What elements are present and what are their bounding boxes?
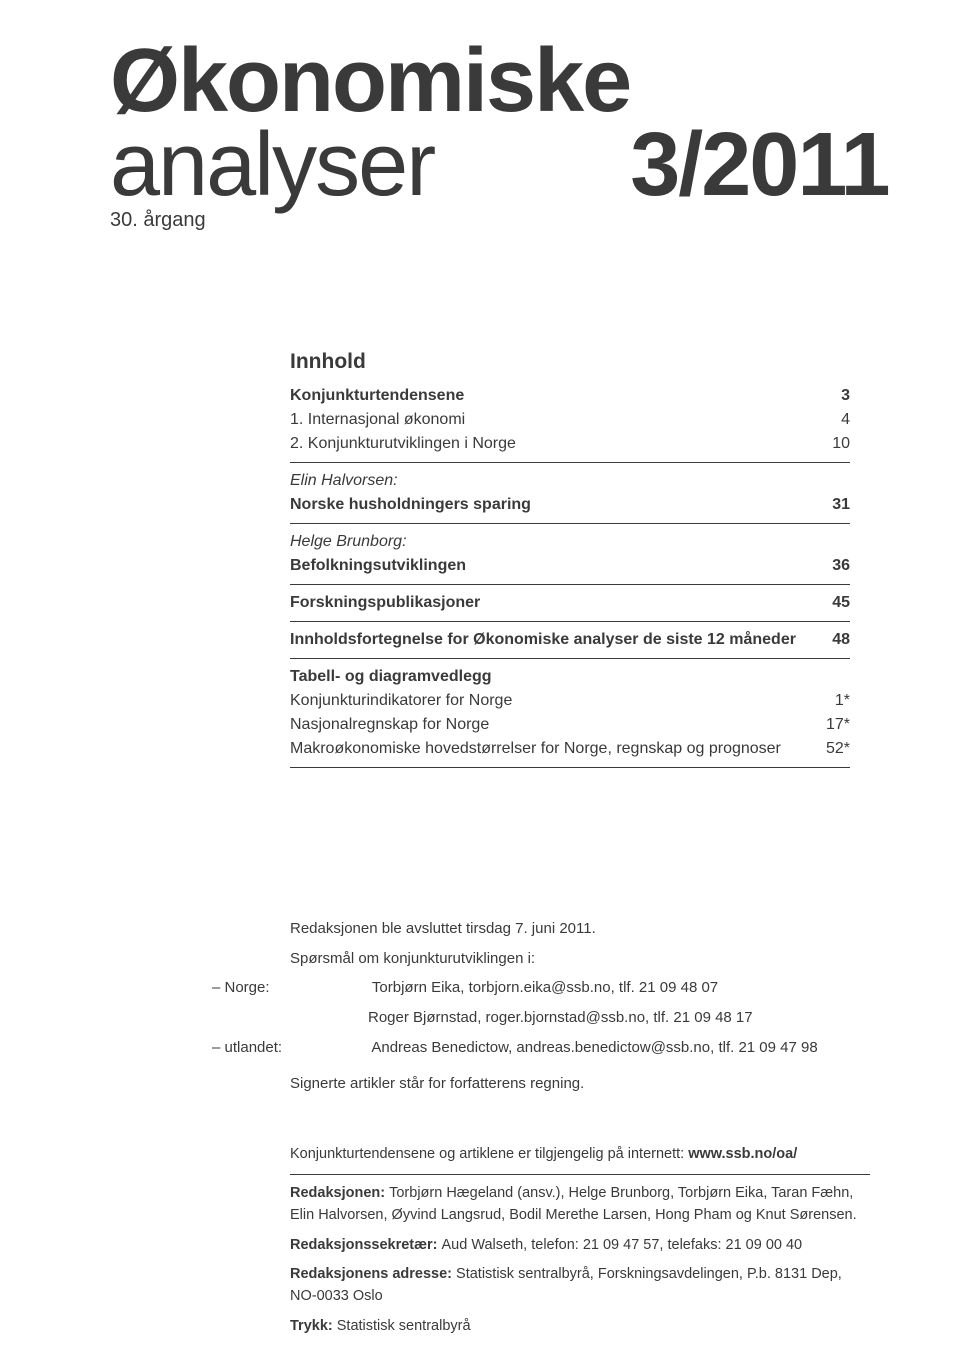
publication-title-sub: analyser (110, 124, 630, 208)
questions-heading: Spørsmål om konjunkturutviklingen i: (290, 948, 870, 970)
toc-entry-page: 10 (832, 435, 850, 453)
publication-title-main: Økonomiske (110, 40, 630, 124)
toc-entry-page: 36 (832, 557, 850, 575)
toc-rule (290, 584, 850, 585)
toc-entry-label: Befolkningsutviklingen (290, 557, 466, 575)
toc-rule (290, 462, 850, 463)
toc-entry-page: 1* (835, 692, 850, 710)
editorial-info: Redaksjonen ble avsluttet tirsdag 7. jun… (290, 918, 870, 1095)
adresse: Redaksjonens adresse: Statistisk sentral… (290, 1264, 870, 1308)
toc-rows-container: Konjunkturtendensene 3 1. Internasjonal øk… (290, 384, 850, 768)
sekretaer-text: Aud Walseth, telefon: 21 09 47 57, telef… (442, 1237, 803, 1253)
toc-entry-label: Nasjonalregnskap for Norge (290, 716, 489, 734)
abroad-contact: Andreas Benedictow, andreas.benedictow@s… (371, 1039, 817, 1056)
toc-row: Elin Halvorsen: (290, 469, 850, 493)
masthead-title-block: Økonomiske analyser 30. årgang (110, 40, 630, 230)
editorial-closed: Redaksjonen ble avsluttet tirsdag 7. jun… (290, 918, 870, 940)
contact-lines: – Norge: Torbjørn Eika, torbjorn.eika@ss… (290, 977, 870, 1058)
contact-norway-1: – Norge: Torbjørn Eika, torbjorn.eika@ss… (290, 977, 870, 999)
toc-entry-label: Konjunkturtendensene (290, 387, 464, 405)
trykk-label: Trykk: (290, 1318, 337, 1334)
norway-contact-1: Torbjørn Eika, torbjorn.eika@ssb.no, tlf… (372, 979, 718, 996)
toc-entry-page: 45 (832, 594, 850, 612)
trykk-text: Statistisk sentralbyrå (337, 1318, 471, 1334)
redaksjonen-label: Redaksjonen: (290, 1185, 389, 1201)
trykk: Trykk: Statistisk sentralbyrå (290, 1316, 870, 1338)
norway-label: – Norge: (290, 977, 368, 999)
footer-rule (290, 1174, 870, 1175)
toc-entry-label: 1. Internasjonal økonomi (290, 411, 465, 429)
toc-rule (290, 523, 850, 524)
toc-row: Innholdsfortegnelse for Økonomiske analy… (290, 628, 850, 652)
toc-entry-label: Forskningspublikasjoner (290, 594, 480, 612)
toc-row: Helge Brunborg: (290, 530, 850, 554)
contact-norway-2: Roger Bjørnstad, roger.bjornstad@ssb.no,… (290, 1007, 870, 1029)
toc-rule (290, 621, 850, 622)
toc-rule (290, 767, 850, 768)
toc-entry-page: 17* (826, 716, 850, 734)
toc-entry-page: 4 (841, 411, 850, 429)
toc-row: Tabell- og diagramvedlegg (290, 665, 850, 689)
toc-entry-page: 31 (832, 496, 850, 514)
sekretaer-label: Redaksjonssekretær: (290, 1237, 442, 1253)
toc-entry-page: 52* (826, 740, 850, 758)
sekretaer: Redaksjonssekretær: Aud Walseth, telefon… (290, 1235, 870, 1257)
toc-row: Norske husholdningers sparing 31 (290, 493, 850, 517)
toc-entry-page: 48 (832, 631, 850, 649)
disclaimer: Signerte artikler står for forfatterens … (290, 1073, 870, 1095)
online-info: Konjunkturtendensene og artiklene er til… (290, 1144, 870, 1166)
masthead: Økonomiske analyser 30. årgang 3/2011 (110, 40, 870, 230)
toc-row: 2. Konjunkturutviklingen i Norge 10 (290, 432, 850, 456)
toc-row: Forskningspublikasjoner 45 (290, 591, 850, 615)
redaksjonen: Redaksjonen: Torbjørn Hægeland (ansv.), … (290, 1183, 870, 1227)
abroad-label: – utlandet: (290, 1037, 368, 1059)
footer-block: Konjunkturtendensene og artiklene er til… (290, 1144, 870, 1337)
adresse-label: Redaksjonens adresse: (290, 1266, 456, 1282)
toc-entry-label: Makroøkonomiske hovedstørrelser for Norg… (290, 740, 781, 758)
volume-label: 30. årgang (110, 211, 630, 230)
toc-entry-page: 3 (841, 387, 850, 405)
toc-entry-label: Konjunkturindikatorer for Norge (290, 692, 512, 710)
toc-rule (290, 658, 850, 659)
toc-row: Befolkningsutviklingen 36 (290, 554, 850, 578)
toc-row: Nasjonalregnskap for Norge 17* (290, 713, 850, 737)
toc-heading: Innhold (290, 350, 850, 374)
contact-abroad: – utlandet: Andreas Benedictow, andreas.… (290, 1037, 870, 1059)
toc-row: Konjunkturindikatorer for Norge 1* (290, 689, 850, 713)
toc-entry-label: Helge Brunborg: (290, 533, 407, 551)
issue-number: 3/2011 (630, 120, 888, 210)
toc-entry-label: Innholdsfortegnelse for Økonomiske analy… (290, 631, 796, 649)
toc-entry-label: Tabell- og diagramvedlegg (290, 668, 492, 686)
toc-entry-label: Norske husholdningers sparing (290, 496, 531, 514)
online-prefix: Konjunkturtendensene og artiklene er til… (290, 1146, 688, 1162)
toc-row: 1. Internasjonal økonomi 4 (290, 408, 850, 432)
toc-entry-label: Elin Halvorsen: (290, 472, 398, 490)
toc-entry-label: 2. Konjunkturutviklingen i Norge (290, 435, 516, 453)
table-of-contents: Innhold Konjunkturtendensene 3 1. Internas… (290, 350, 850, 768)
toc-row: Konjunkturtendensene 3 (290, 384, 850, 408)
online-url: www.ssb.no/oa/ (688, 1146, 797, 1162)
toc-row: Makroøkonomiske hovedstørrelser for Norg… (290, 737, 850, 761)
